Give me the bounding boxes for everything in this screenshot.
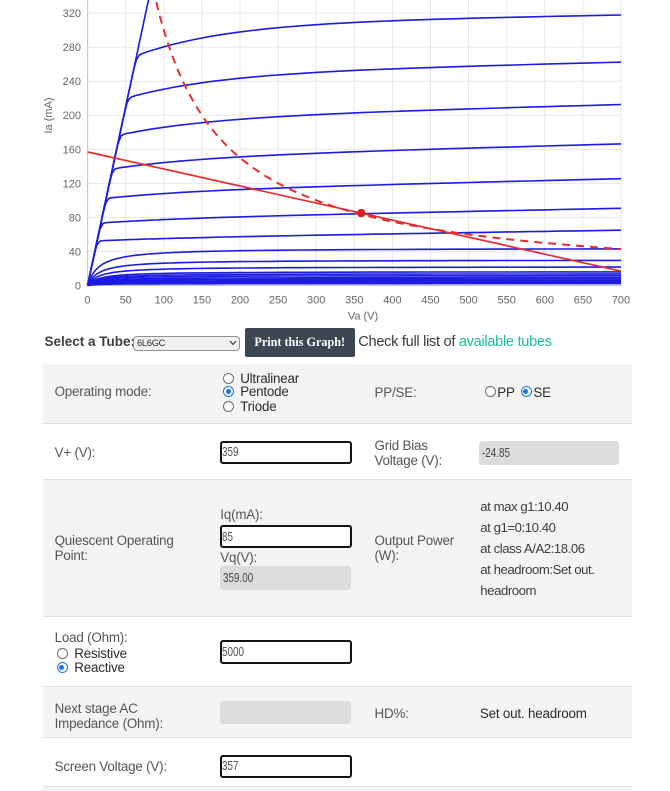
svg-text:550: 550 — [498, 295, 516, 307]
svg-text:50: 50 — [120, 295, 132, 307]
svg-text:320: 320 — [63, 8, 81, 20]
svg-text:160: 160 — [63, 144, 81, 156]
svg-text:300: 300 — [307, 295, 325, 307]
svg-text:0: 0 — [75, 281, 81, 293]
svg-text:600: 600 — [536, 295, 554, 307]
svg-text:0: 0 — [85, 295, 91, 307]
svg-text:200: 200 — [63, 110, 81, 122]
svg-text:450: 450 — [421, 295, 439, 307]
svg-text:400: 400 — [383, 295, 401, 307]
svg-text:Ia (mA): Ia (mA) — [43, 97, 55, 133]
svg-text:200: 200 — [231, 295, 249, 307]
svg-text:350: 350 — [345, 295, 363, 307]
svg-text:700: 700 — [612, 295, 630, 307]
svg-text:40: 40 — [69, 246, 81, 258]
svg-text:150: 150 — [193, 295, 211, 307]
svg-text:80: 80 — [69, 212, 81, 224]
svg-text:100: 100 — [155, 295, 173, 307]
svg-text:280: 280 — [63, 42, 81, 54]
svg-text:240: 240 — [63, 76, 81, 88]
svg-text:Va (V): Va (V) — [348, 311, 378, 323]
svg-text:500: 500 — [459, 295, 477, 307]
svg-text:250: 250 — [269, 295, 287, 307]
svg-text:650: 650 — [574, 295, 592, 307]
svg-text:120: 120 — [63, 178, 81, 190]
